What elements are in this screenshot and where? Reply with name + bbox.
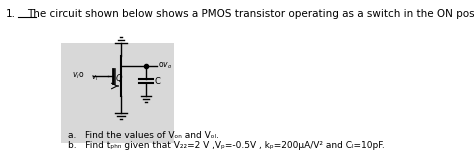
Text: C: C [155, 76, 160, 85]
Text: $v_i$o: $v_i$o [72, 71, 84, 81]
FancyBboxPatch shape [61, 43, 174, 143]
Text: a.   Find the values of Vₒₙ and Vₒₗ.: a. Find the values of Vₒₙ and Vₒₗ. [68, 131, 219, 140]
Text: Q: Q [116, 74, 123, 83]
Text: 1.: 1. [6, 9, 16, 19]
Text: $v_i$: $v_i$ [91, 73, 99, 83]
Text: o$v_o$: o$v_o$ [158, 61, 173, 71]
Text: The circuit shown below shows a PMOS transistor operating as a switch in the ON : The circuit shown below shows a PMOS tra… [27, 9, 474, 19]
Text: b.   Find tₚₕₙ given that V₂₂=2 V ,Vₚ=-0.5V , kₚ=200μA/V² and Cₗ=10pF.: b. Find tₚₕₙ given that V₂₂=2 V ,Vₚ=-0.5… [68, 141, 384, 150]
